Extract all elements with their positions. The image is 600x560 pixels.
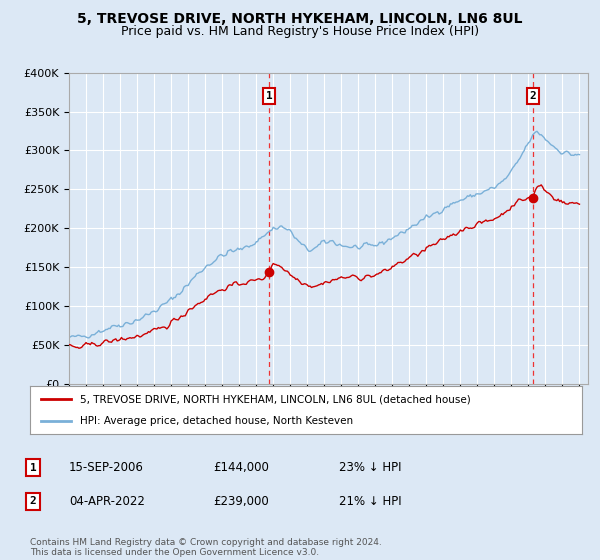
Text: 2: 2 — [529, 91, 536, 101]
Text: £144,000: £144,000 — [213, 461, 269, 474]
Text: 15-SEP-2006: 15-SEP-2006 — [69, 461, 144, 474]
Text: £239,000: £239,000 — [213, 494, 269, 508]
Text: 2: 2 — [29, 496, 37, 506]
Text: Contains HM Land Registry data © Crown copyright and database right 2024.
This d: Contains HM Land Registry data © Crown c… — [30, 538, 382, 557]
Text: 5, TREVOSE DRIVE, NORTH HYKEHAM, LINCOLN, LN6 8UL (detached house): 5, TREVOSE DRIVE, NORTH HYKEHAM, LINCOLN… — [80, 394, 470, 404]
Text: 1: 1 — [29, 463, 37, 473]
Text: 04-APR-2022: 04-APR-2022 — [69, 494, 145, 508]
Text: 1: 1 — [266, 91, 272, 101]
Text: 23% ↓ HPI: 23% ↓ HPI — [339, 461, 401, 474]
Text: 21% ↓ HPI: 21% ↓ HPI — [339, 494, 401, 508]
Text: HPI: Average price, detached house, North Kesteven: HPI: Average price, detached house, Nort… — [80, 416, 353, 426]
Text: Price paid vs. HM Land Registry's House Price Index (HPI): Price paid vs. HM Land Registry's House … — [121, 25, 479, 38]
Text: 5, TREVOSE DRIVE, NORTH HYKEHAM, LINCOLN, LN6 8UL: 5, TREVOSE DRIVE, NORTH HYKEHAM, LINCOLN… — [77, 12, 523, 26]
